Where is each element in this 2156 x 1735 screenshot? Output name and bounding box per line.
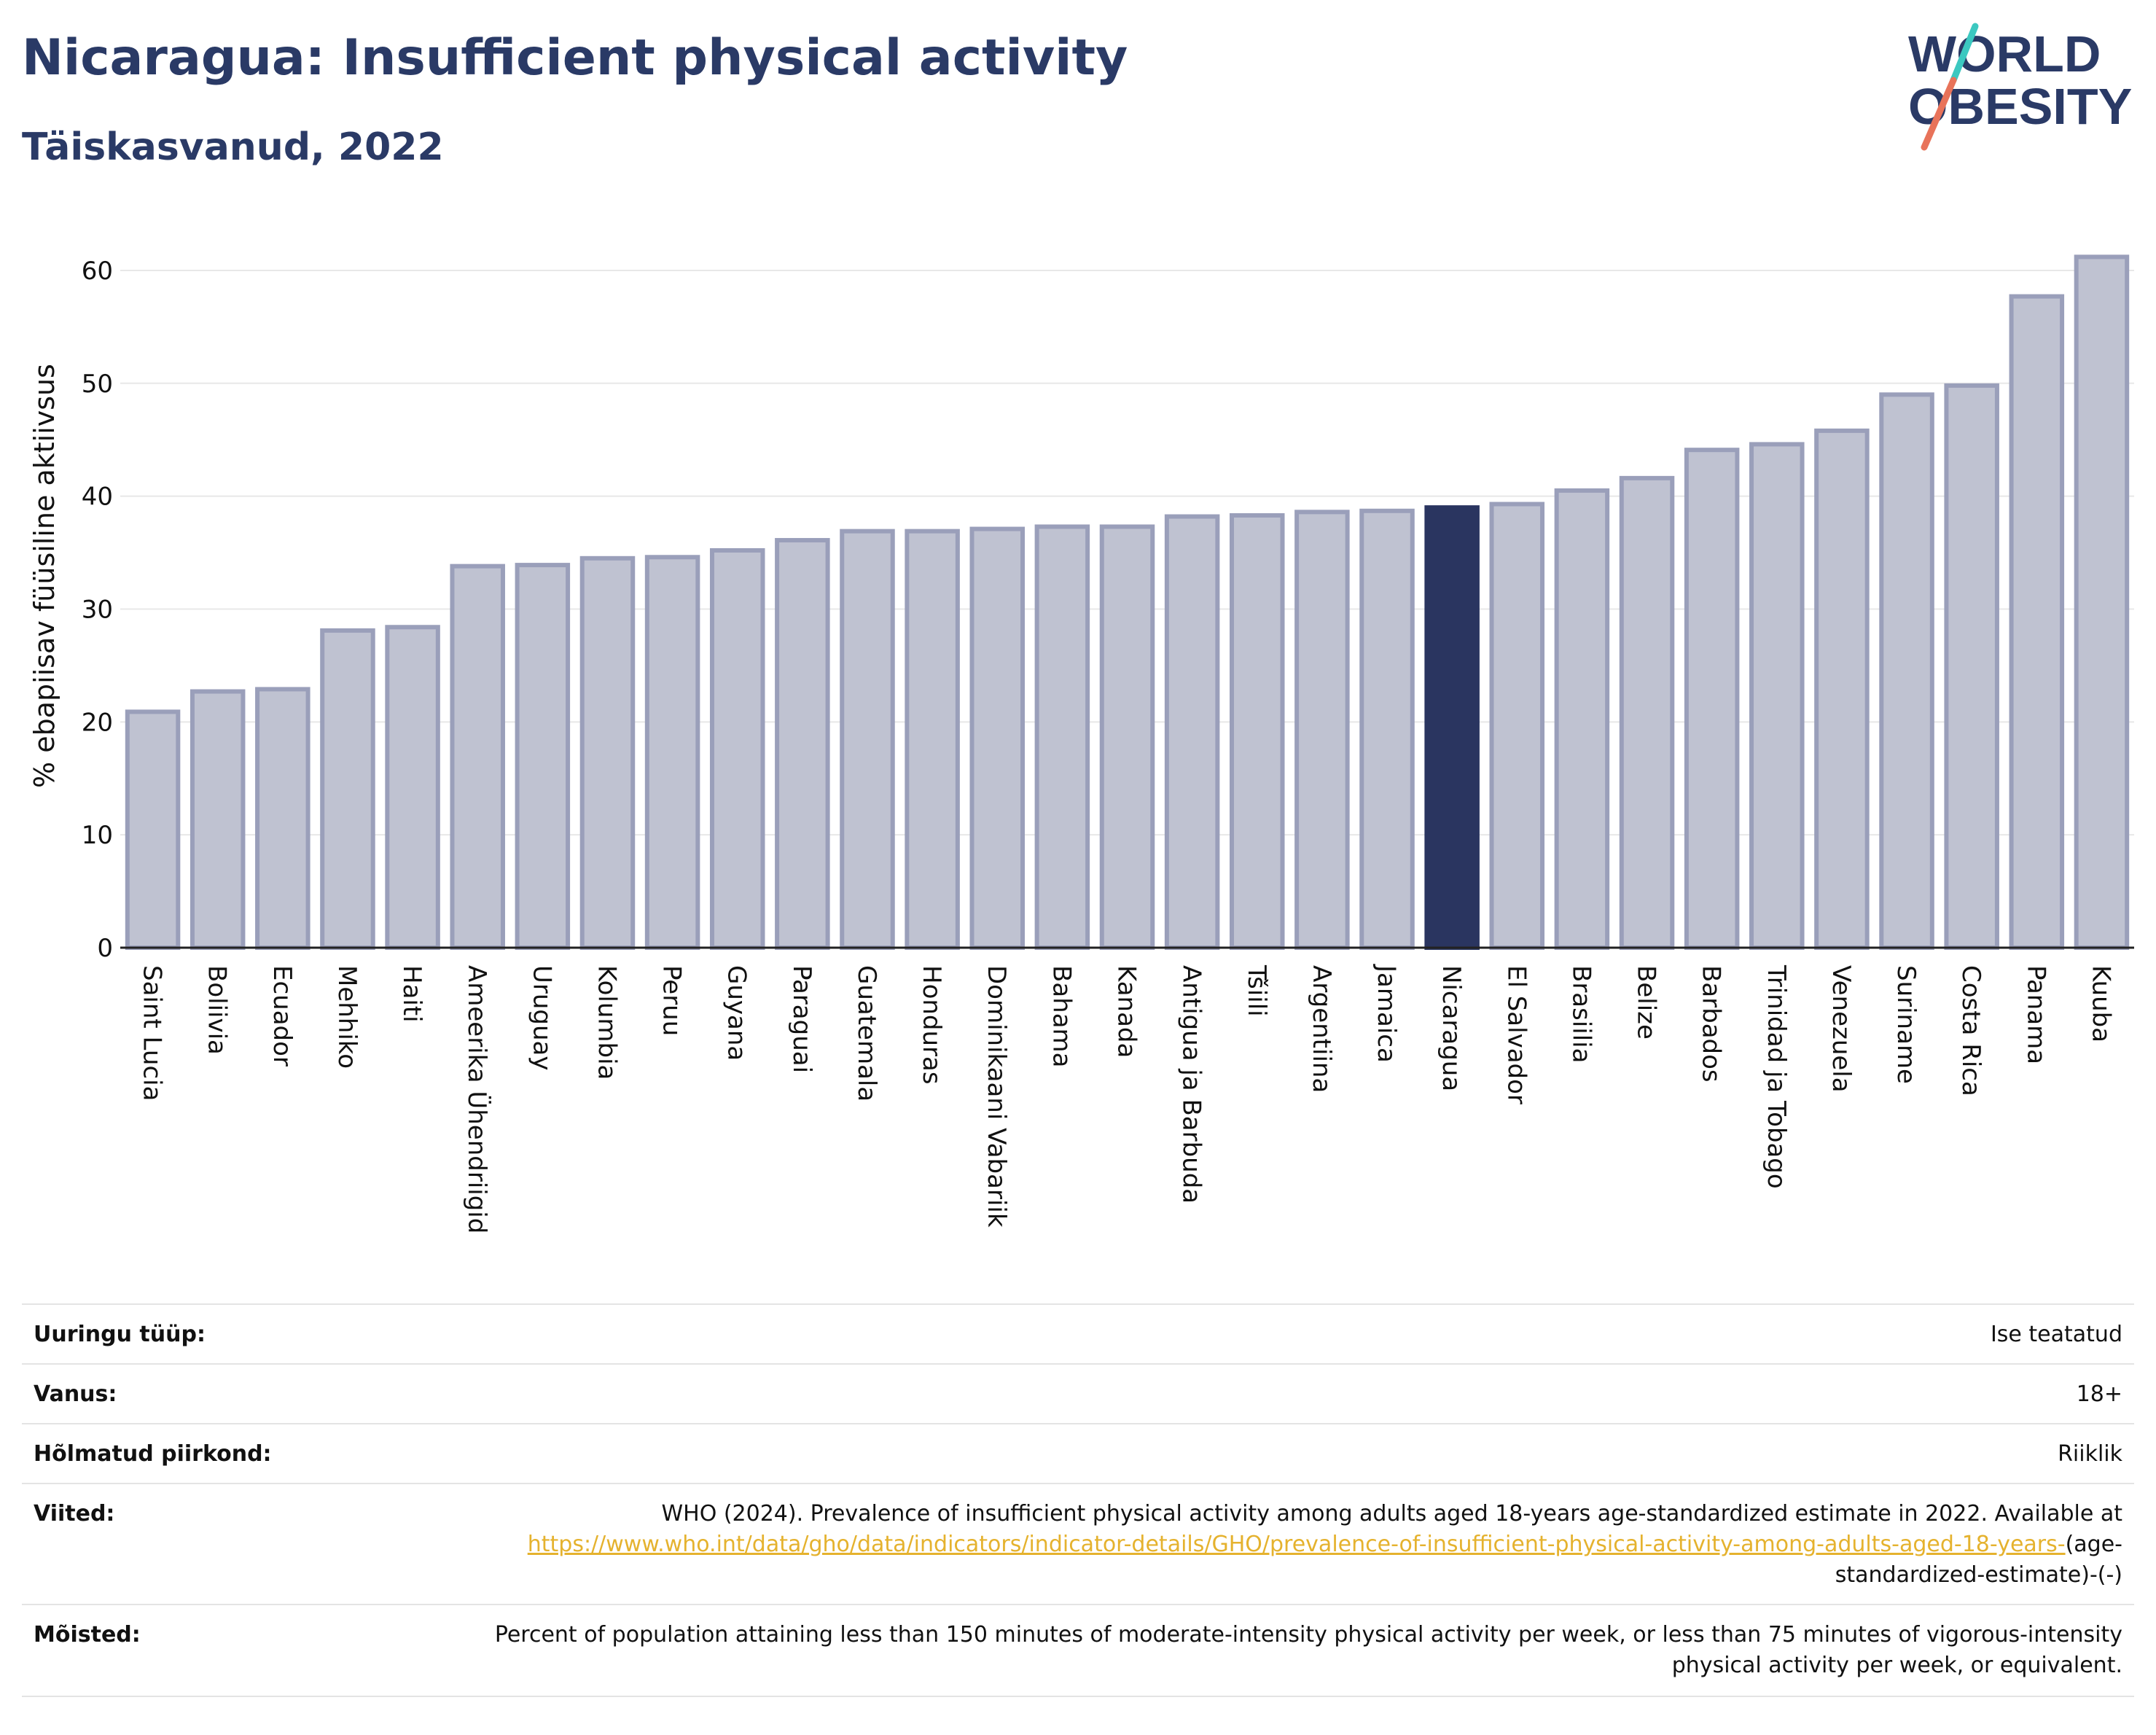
info-value: Riiklik [413, 1423, 2134, 1484]
info-key: Viited: [22, 1483, 413, 1605]
category-label: Uruguay [527, 965, 556, 1071]
y-tick-label: 50 [82, 370, 113, 399]
bar-kanada [1099, 524, 1155, 950]
info-row-age: Vanus: 18+ [22, 1363, 2134, 1424]
category-label: Ecuador [267, 965, 297, 1067]
category-label: Suriname [1891, 965, 1921, 1084]
info-value: Percent of population attaining less tha… [413, 1604, 2134, 1697]
category-labels: Saint Lucia Boliivia Ecuador Mehhiko Haiti Am… [138, 964, 2116, 1233]
chart-title: Nicaragua: Insufficient physical activit… [22, 29, 1128, 87]
category-label: Tšiili [1242, 964, 1271, 1017]
category-label: Mehhiko [332, 965, 362, 1069]
bar-el-salvador [1489, 502, 1545, 950]
bar-paraguai [775, 538, 830, 950]
y-tick-label: 10 [82, 821, 113, 850]
bar-jamaica [1359, 508, 1415, 950]
category-label: Venezuela [1827, 965, 1856, 1093]
category-label: Paraguai [787, 965, 816, 1073]
reference-text: WHO (2024). Prevalence of insufficient p… [661, 1501, 2122, 1527]
bar-antigua-ja-barbuda [1164, 514, 1220, 950]
bar-haiti [385, 625, 440, 950]
category-label: Peruu [657, 965, 687, 1036]
logo-slash-coral [1921, 77, 1957, 151]
bar-guyana [709, 547, 765, 950]
y-tick-label: 40 [82, 483, 113, 512]
category-label: Kanada [1112, 965, 1141, 1058]
info-row-references: Viited: WHO (2024). Prevalence of insuff… [22, 1483, 2134, 1605]
category-label: Costa Rica [1956, 965, 1985, 1096]
world-obesity-logo: WORLD OBESITY [1908, 23, 2132, 151]
bar-chart: 0 10 20 30 40 50 60 Saint Lucia Boliivia Ecuador… [28, 254, 2134, 1233]
category-label: Saint Lucia [138, 965, 167, 1101]
bar-trinidad-ja-tobago [1749, 442, 1805, 950]
bar-uruguay [515, 563, 571, 950]
category-label: Kolumbia [592, 965, 621, 1080]
y-tick-labels: 0 10 20 30 40 50 60 [82, 257, 113, 963]
bar-ecuador [255, 687, 310, 951]
bars [125, 254, 2130, 951]
bar-belize [1619, 475, 1675, 950]
info-row-definitions: Mõisted: Percent of population attaining… [22, 1604, 2134, 1697]
bar-barbados [1684, 448, 1740, 950]
category-label: Honduras [917, 965, 946, 1085]
category-label: Belize [1632, 965, 1661, 1040]
bar-guatemala [840, 529, 895, 950]
y-tick-label: 0 [97, 934, 113, 963]
bar-peruu [644, 555, 700, 950]
logo-line-world: WORLD [1908, 26, 2101, 82]
y-tick-label: 30 [82, 595, 113, 624]
bar-boliivia [190, 689, 246, 950]
category-label: Argentiina [1307, 965, 1336, 1093]
bar-ameerika-hendriigid [450, 564, 505, 950]
bar-panama [2009, 294, 2065, 951]
bar-saint-lucia [125, 709, 181, 950]
bar-argentiina [1294, 510, 1350, 950]
info-value: 18+ [413, 1363, 2134, 1424]
bar-t-iili [1229, 512, 1285, 950]
bar-kolumbia [579, 555, 636, 950]
bar-venezuela [1814, 428, 1870, 950]
info-key: Hõlmatud piirkond: [22, 1423, 413, 1484]
category-label: Guyana [722, 965, 751, 1061]
bar-honduras [905, 529, 960, 950]
y-axis-title: % ebapiisav füüsiline aktiivsus [28, 364, 60, 788]
info-key: Mõisted: [22, 1604, 413, 1697]
chart-subtitle: Täiskasvanud, 2022 [22, 125, 444, 169]
info-table: Uuringu tüüp: Ise teatatud Vanus: 18+ Hõ… [22, 1303, 2134, 1697]
info-value: Ise teatatud [413, 1303, 2134, 1365]
category-label: Antigua ja Barbuda [1177, 965, 1206, 1204]
bar-nicaragua [1424, 505, 1480, 950]
category-label: Jamaica [1372, 964, 1401, 1063]
reference-suffix: (age-standardized-estimate)-(-) [1835, 1532, 2122, 1588]
bar-brasiilia [1554, 488, 1610, 950]
category-label: Kuuba [2086, 965, 2115, 1042]
reference-link[interactable]: https://www.who.int/data/gho/data/indica… [527, 1532, 2066, 1557]
category-label: Ameerika Ühendriigid [462, 965, 492, 1233]
category-label: Dominikaani Vabariik [982, 965, 1011, 1228]
bar-kuuba [2074, 254, 2130, 950]
info-key: Uuringu tüüp: [22, 1303, 413, 1365]
category-label: Boliivia [203, 965, 232, 1055]
y-tick-label: 60 [82, 257, 113, 286]
info-value: WHO (2024). Prevalence of insufficient p… [413, 1483, 2134, 1605]
category-label: Barbados [1697, 965, 1726, 1083]
category-label: Bahama [1047, 965, 1076, 1068]
category-label: Nicaragua [1437, 965, 1466, 1091]
category-label: El Salvador [1501, 965, 1531, 1104]
bar-mehhiko [320, 628, 375, 950]
bar-costa-rica [1944, 383, 1999, 950]
info-row-survey-type: Uuringu tüüp: Ise teatatud [22, 1303, 2134, 1365]
bar-suriname [1879, 392, 1934, 950]
bar-dominikaani-vabariik [969, 526, 1026, 950]
y-tick-label: 20 [82, 708, 113, 737]
category-label: Trinidad ja Tobago [1762, 964, 1791, 1189]
category-label: Guatemala [852, 965, 881, 1102]
category-label: Panama [2021, 965, 2050, 1064]
category-label: Brasiilia [1566, 965, 1595, 1063]
category-label: Haiti [397, 965, 426, 1023]
info-key: Vanus: [22, 1363, 413, 1424]
info-row-coverage: Hõlmatud piirkond: Riiklik [22, 1423, 2134, 1484]
bar-bahama [1034, 524, 1090, 950]
logo-slash-teal [1950, 23, 1979, 84]
